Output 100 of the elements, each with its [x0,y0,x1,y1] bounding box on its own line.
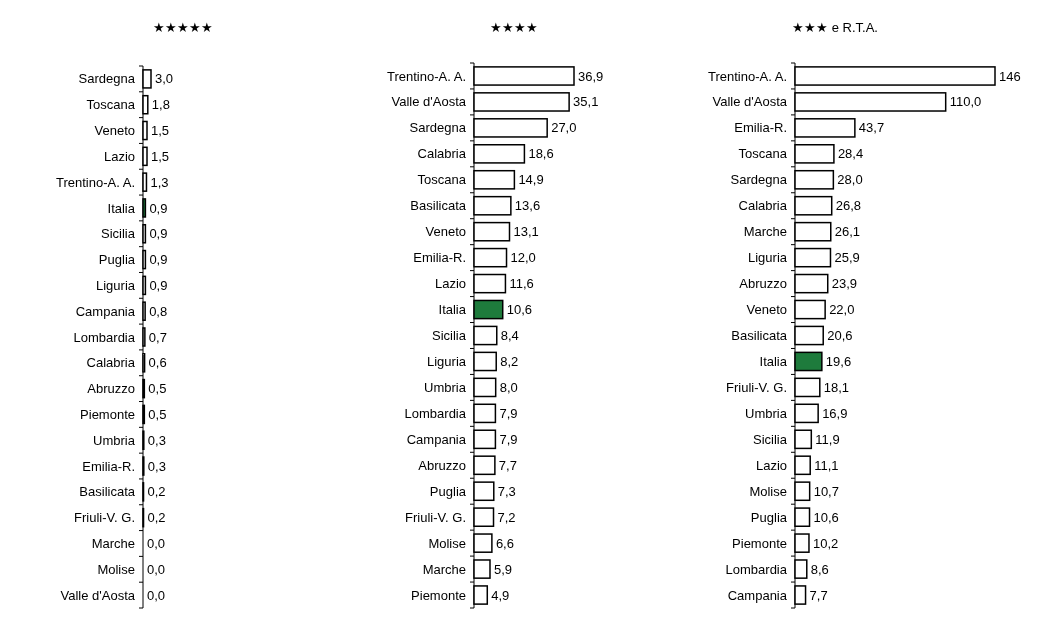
y-tick-label: Molise [749,483,787,499]
data-label: 1,8 [151,97,170,113]
y-tick-label: Lombardia [404,405,467,421]
y-tick-label: Trentino-A. A. [387,68,466,84]
y-tick-label: Lombardia [73,329,136,345]
data-label: 11,1 [814,457,839,473]
y-tick-label: Friuli-V. G. [726,379,787,395]
y-tick-label: Molise [428,535,466,551]
y-tick-label: Calabria [417,146,467,162]
data-label: 20,6 [827,328,853,344]
data-label: 7,3 [497,483,516,499]
y-tick-label: Toscana [738,146,788,162]
data-label: 7,9 [499,431,518,447]
data-label: 13,1 [513,224,539,240]
y-tick-label: Friuli-V. G. [74,510,135,526]
y-tick-label: Basilicata [410,198,467,214]
y-tick-label: Italia [107,200,136,216]
data-label: 0,0 [147,561,166,577]
data-label: 7,9 [499,405,518,421]
data-label: 0,0 [147,587,166,603]
y-tick-label: Piemonte [411,587,466,603]
y-tick-label: Toscana [86,97,136,113]
y-tick-label: Campania [406,431,467,447]
data-label: 13,6 [514,198,541,214]
data-label: 7,7 [498,457,517,473]
y-tick-label: Sicilia [753,431,788,447]
y-tick-label: Abruzzo [418,457,466,473]
y-tick-label: Veneto [746,302,787,318]
data-label: 3,0 [155,71,174,87]
data-label: 1,5 [151,148,170,164]
y-tick-label: Basilicata [731,328,788,344]
data-label: 0,9 [149,277,168,293]
data-label: 28,0 [837,172,863,188]
y-tick-label: Sicilia [432,328,467,344]
y-tick-label: Basilicata [79,484,136,500]
y-tick-label: Piemonte [732,535,787,551]
data-label: 16,9 [822,405,848,421]
data-label: 8,4 [500,328,519,344]
y-tick-label: Liguria [426,354,467,369]
data-label: 8,6 [810,561,829,577]
y-tick-label: Marche [422,561,466,577]
y-tick-label: Lombardia [725,561,788,577]
data-label: 11,9 [815,431,840,447]
data-label: 35,1 [573,94,599,110]
data-label: 0,7 [148,329,167,345]
data-label: 28,4 [837,146,864,162]
y-tick-label: Calabria [86,355,136,371]
data-label: 11,6 [509,276,534,292]
data-label: 26,8 [835,198,862,214]
y-tick-label: Liguria [747,250,788,266]
data-label: 18,6 [528,146,554,162]
y-tick-label: Sardegna [409,120,467,136]
y-tick-label: Valle d'Aosta [60,587,136,603]
data-label: 0,9 [149,252,168,268]
y-tick-label: Toscana [417,172,467,188]
y-tick-label: Marche [743,224,787,240]
data-label: 1,5 [151,123,170,139]
y-tick-label: Campania [75,303,136,319]
data-label: 0,9 [149,226,168,242]
y-tick-label: Sardegna [730,172,788,188]
data-label: 36,9 [578,68,604,84]
y-tick-label: Liguria [95,277,136,293]
y-tick-label: Trentino-A. A. [708,68,787,84]
data-label: 1,3 [150,174,169,190]
data-label: 12,0 [510,250,536,266]
data-label: 27,0 [551,120,577,136]
y-tick-label: Trentino-A. A. [56,174,135,190]
data-label: 5,9 [493,561,513,577]
chart-title: ★★★ e R.T.A. [792,20,878,35]
y-tick-label: Italia [759,354,788,369]
data-label: 43,7 [858,120,885,136]
y-tick-label: Marche [91,536,135,552]
y-tick-label: Emilia-R. [82,458,135,474]
data-label: 10,2 [812,535,839,551]
y-tick-label: Puglia [429,483,467,499]
data-label: 10,6 [813,509,839,525]
data-label: 0,2 [147,484,166,500]
data-label: 10,7 [813,483,839,499]
y-tick-label: Veneto [425,224,466,240]
y-tick-label: Calabria [738,198,788,214]
y-tick-label: Lazio [103,148,135,164]
data-label: 0,9 [149,200,168,216]
data-label: 0,3 [147,432,166,448]
y-tick-label: Puglia [98,252,136,268]
data-label: 0,6 [148,355,167,371]
y-tick-label: Lazio [755,457,787,473]
y-tick-label: Molise [97,561,135,577]
y-tick-label: Valle d'Aosta [712,94,788,110]
data-label: 7,2 [497,509,516,525]
data-label: 18,1 [823,379,850,395]
data-label: 146 [999,68,1021,84]
data-label: 110,0 [949,94,982,110]
data-label: 14,9 [518,172,544,188]
y-tick-label: Emilia-R. [734,120,787,136]
y-tick-label: Umbria [424,379,467,395]
y-tick-label: Umbria [745,405,788,421]
data-label: 26,1 [834,224,861,240]
data-label: 6,6 [495,535,514,551]
data-label: 7,7 [809,587,828,603]
data-label: 0,0 [147,536,166,552]
